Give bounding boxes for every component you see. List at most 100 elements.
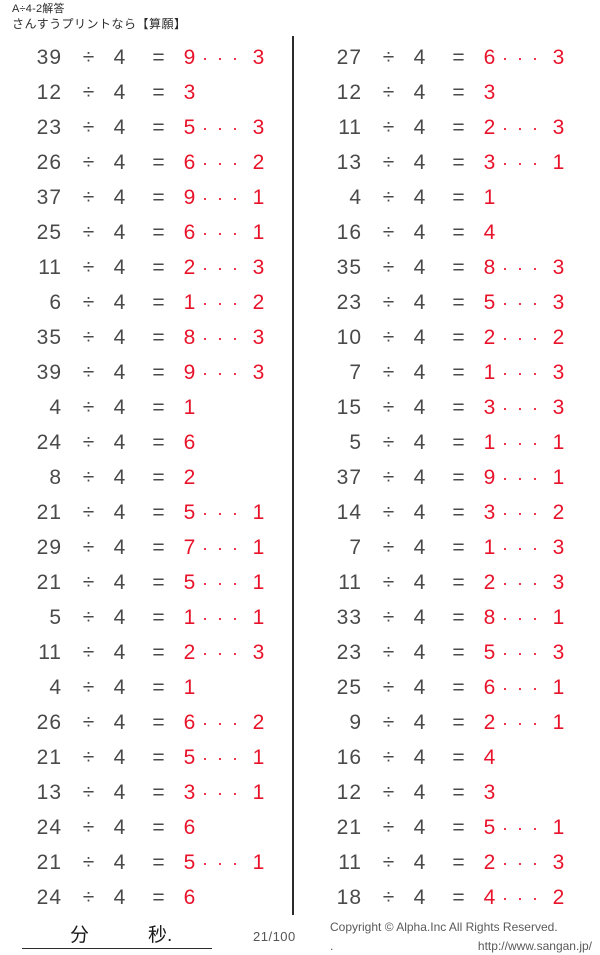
answer-value: 2 ··· 3 (482, 845, 567, 881)
equals-operator: = (452, 501, 466, 524)
copyright-block: Copyright © Alpha.Inc All Rights Reserve… (330, 918, 592, 955)
answer-value: 1 ··· 3 (482, 355, 567, 391)
divide-operator: ÷ (382, 256, 396, 279)
equals-operator: = (452, 746, 466, 769)
dividend-value: 10 (336, 326, 362, 349)
equals-operator: = (452, 466, 466, 489)
quotient-value: 2 (483, 571, 497, 594)
dividend-value: 23 (36, 116, 62, 139)
problem-row: 8 ÷ 4 = 2 (0, 460, 292, 495)
problem-row: 23 ÷ 4 = 5 ··· 3 (0, 110, 292, 145)
divisor-value: 4 (413, 641, 427, 664)
divisor-value: 4 (413, 361, 427, 384)
equals-operator: = (152, 116, 166, 139)
problem-row: 24 ÷ 4 = 6 (0, 425, 292, 460)
equals-operator: = (152, 886, 166, 909)
problem-row: 21 ÷ 4 = 5 ··· 1 (0, 845, 292, 880)
divide-operator: ÷ (382, 851, 396, 874)
worksheet-title: A÷4-2解答 (12, 3, 65, 15)
dividend-value: 21 (36, 571, 62, 594)
remainder-dots: ··· (202, 188, 247, 208)
problem-row: 35 ÷ 4 = 8 ··· 3 (300, 250, 592, 285)
quotient-value: 2 (183, 641, 197, 664)
dividend-value: 7 (349, 536, 362, 559)
divide-operator: ÷ (82, 361, 96, 384)
quotient-value: 5 (183, 851, 197, 874)
equals-operator: = (152, 81, 166, 104)
divisor-value: 4 (413, 46, 427, 69)
remainder-dots: ··· (502, 328, 547, 348)
answer-value: 2 ··· 3 (182, 250, 267, 286)
divide-operator: ÷ (382, 606, 396, 629)
remainder-dots: ··· (502, 48, 547, 68)
equals-operator: = (452, 396, 466, 419)
remainder-dots: ··· (502, 258, 547, 278)
answer-value: 4 ··· 2 (482, 880, 567, 916)
problem-row: 11 ÷ 4 = 2 ··· 3 (300, 110, 592, 145)
problem-row: 11 ÷ 4 = 2 ··· 3 (300, 565, 592, 600)
quotient-value: 9 (183, 361, 197, 384)
divisor-value: 4 (113, 886, 127, 909)
remainder-dots: ··· (202, 293, 247, 313)
website-url[interactable]: http://www.sangan.jp/ (477, 938, 592, 953)
dividend-value: 6 (49, 291, 62, 314)
divide-operator: ÷ (382, 781, 396, 804)
answer-value: 5 ··· 3 (182, 110, 267, 146)
divide-operator: ÷ (82, 466, 96, 489)
divide-operator: ÷ (82, 116, 96, 139)
page-number: 21/100 (253, 929, 296, 944)
divisor-value: 4 (413, 536, 427, 559)
remainder-value: 1 (252, 851, 266, 874)
remainder-value: 3 (552, 256, 566, 279)
quotient-value: 3 (483, 396, 497, 419)
answer-value: 1 (182, 670, 198, 705)
equals-operator: = (452, 186, 466, 209)
divide-operator: ÷ (82, 291, 96, 314)
problem-row: 26 ÷ 4 = 6 ··· 2 (0, 705, 292, 740)
divide-operator: ÷ (382, 466, 396, 489)
divisor-value: 4 (413, 81, 427, 104)
divide-operator: ÷ (382, 81, 396, 104)
time-entry-field[interactable]: 分 秒. (22, 918, 212, 949)
answer-value: 9 ··· 3 (182, 40, 267, 76)
remainder-value: 1 (252, 501, 266, 524)
equals-operator: = (452, 816, 466, 839)
remainder-value: 1 (252, 536, 266, 559)
remainder-value: 3 (252, 46, 266, 69)
divisor-value: 4 (113, 81, 127, 104)
problem-row: 7 ÷ 4 = 1 ··· 3 (300, 355, 592, 390)
remainder-value: 1 (552, 431, 566, 454)
divisor-value: 4 (113, 781, 127, 804)
divisor-value: 4 (113, 746, 127, 769)
quotient-value: 6 (183, 711, 197, 734)
problem-row: 12 ÷ 4 = 3 (300, 75, 592, 110)
quotient-value: 1 (483, 361, 497, 384)
problem-row: 33 ÷ 4 = 8 ··· 1 (300, 600, 592, 635)
problem-row: 4 ÷ 4 = 1 (300, 180, 592, 215)
divisor-value: 4 (113, 431, 127, 454)
equals-operator: = (452, 256, 466, 279)
divisor-value: 4 (113, 676, 127, 699)
quotient-value: 1 (483, 431, 497, 454)
dividend-value: 16 (336, 746, 362, 769)
remainder-value: 3 (252, 256, 266, 279)
quotient-value: 8 (483, 256, 497, 279)
remainder-value: 1 (552, 711, 566, 734)
answer-value: 5 ··· 1 (182, 845, 267, 881)
divisor-value: 4 (413, 676, 427, 699)
answer-value: 9 ··· 1 (482, 460, 567, 496)
quotient-value: 5 (183, 501, 197, 524)
problem-row: 5 ÷ 4 = 1 ··· 1 (0, 600, 292, 635)
problem-row: 37 ÷ 4 = 9 ··· 1 (300, 460, 592, 495)
problem-row: 39 ÷ 4 = 9 ··· 3 (0, 355, 292, 390)
problem-row: 16 ÷ 4 = 4 (300, 215, 592, 250)
remainder-value: 1 (552, 466, 566, 489)
divisor-value: 4 (113, 571, 127, 594)
remainder-dots: ··· (202, 643, 247, 663)
remainder-value: 3 (252, 326, 266, 349)
quotient-value: 5 (183, 571, 197, 594)
equals-operator: = (452, 536, 466, 559)
remainder-dots: ··· (502, 853, 547, 873)
divisor-value: 4 (113, 711, 127, 734)
divide-operator: ÷ (382, 641, 396, 664)
